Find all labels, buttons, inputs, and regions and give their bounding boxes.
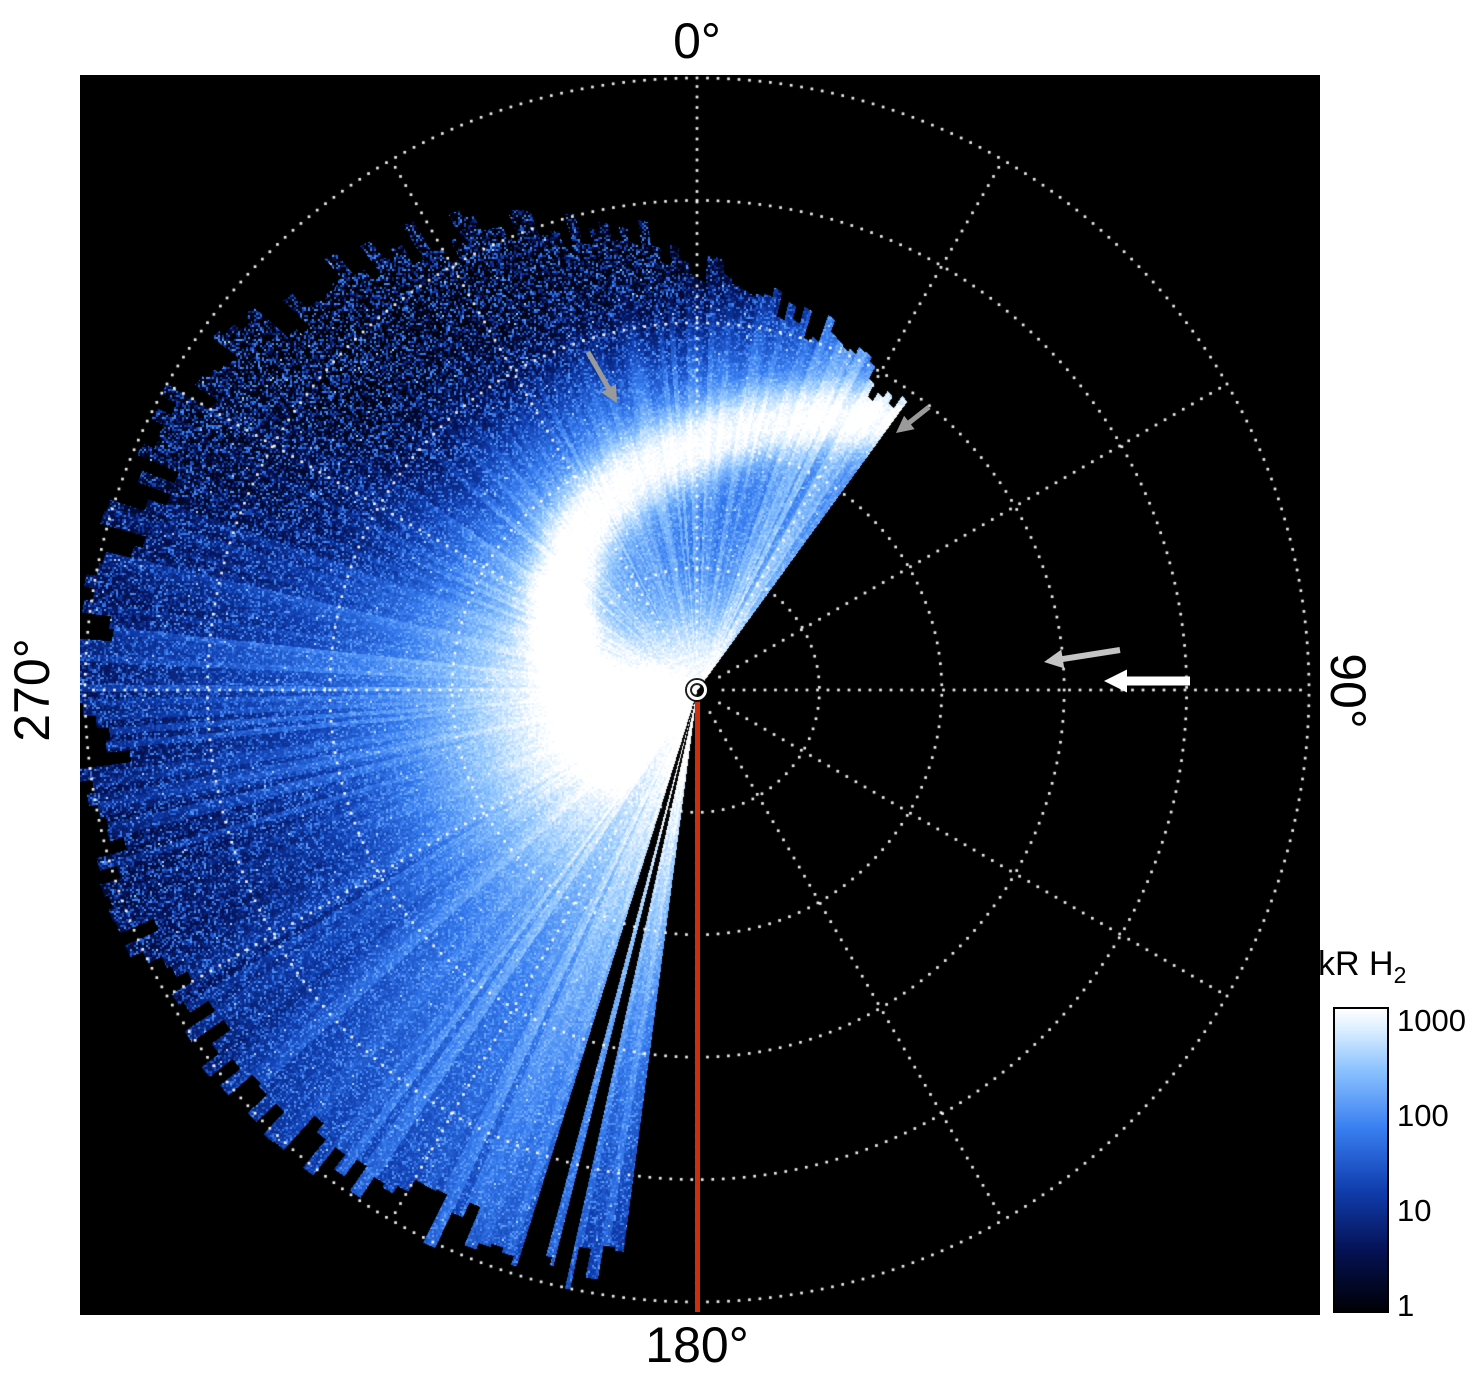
center-marker [687,680,707,700]
colorbar-title-subscript: 2 [1393,961,1407,988]
meridian-line-180 [694,701,700,1312]
colorbar-tick-1000: 1000 [1397,1003,1466,1038]
colorbar-frame [1333,1007,1389,1313]
colorbar-title: kR H2 [1318,945,1406,989]
colorbar-title-text: kR H [1318,945,1394,983]
colorbar-tick-100: 100 [1397,1098,1449,1133]
colorbar-gradient-canvas [1335,1009,1387,1311]
angle-label-90: 90° [1320,653,1376,729]
angle-label-180: 180° [645,1317,749,1373]
colorbar-tick-1: 1 [1397,1288,1415,1323]
colorbar: kR H2 1000 100 10 1 [1318,945,1466,1322]
polar-plot-area [80,75,1320,1315]
colorbar-tick-10: 10 [1397,1193,1432,1228]
angle-label-270: 270° [4,638,60,742]
angle-label-0: 0° [673,13,721,69]
